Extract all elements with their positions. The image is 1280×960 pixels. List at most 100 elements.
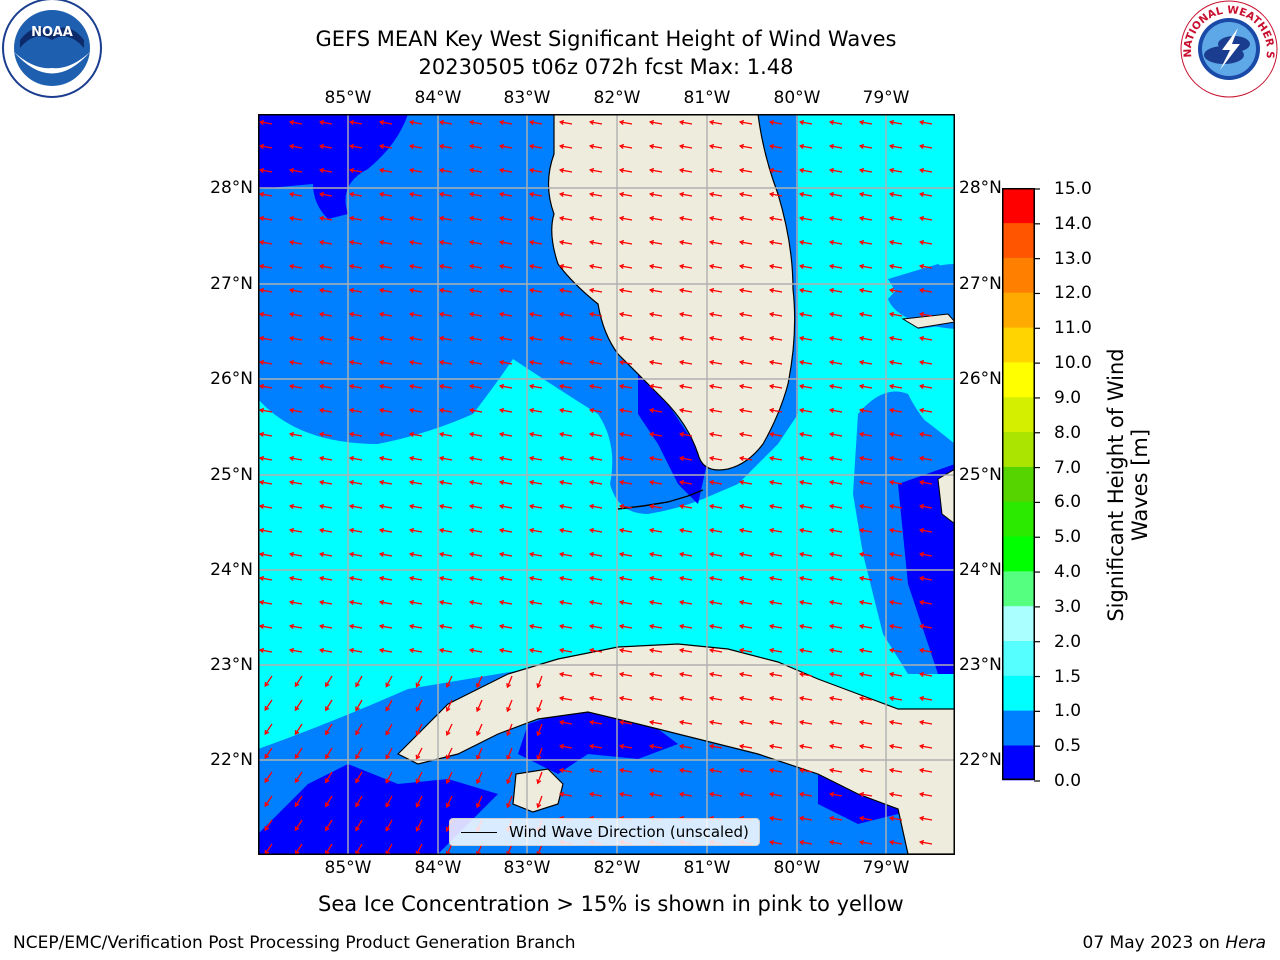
wave-direction-arrowhead (888, 167, 895, 174)
wave-direction-arrowhead (828, 767, 835, 774)
wave-direction-arrow (770, 169, 783, 173)
wave-direction-arrow (440, 217, 453, 221)
wave-direction-arrow (560, 577, 573, 581)
wave-direction-arrowhead (348, 359, 355, 366)
wave-direction-arrowhead (288, 407, 295, 414)
wave-direction-arrowhead (888, 815, 895, 822)
wave-direction-arrow (800, 553, 813, 557)
wave-direction-arrow (740, 745, 753, 749)
wave-direction-arrowhead (294, 802, 300, 808)
wave-direction-arrowhead (528, 287, 535, 294)
wave-direction-arrowhead (288, 359, 295, 366)
wave-direction-arrow (620, 193, 633, 197)
wave-direction-arrow (260, 169, 273, 173)
wave-direction-arrow (294, 699, 303, 711)
wave-direction-arrow (290, 649, 303, 653)
wave-direction-arrow (800, 361, 813, 365)
wave-direction-arrowhead (738, 647, 745, 654)
wave-direction-arrow (290, 625, 303, 629)
wave-direction-arrowhead (618, 647, 625, 654)
wave-direction-arrowhead (408, 215, 415, 222)
wave-direction-arrowhead (708, 191, 715, 198)
wave-direction-arrowhead (648, 287, 655, 294)
wave-direction-arrow (680, 481, 693, 485)
wave-direction-arrow (530, 385, 543, 389)
wave-direction-arrowhead (678, 263, 685, 270)
wave-direction-arrowhead (506, 803, 512, 809)
wave-direction-arrow (260, 241, 273, 245)
wave-direction-arrow (440, 601, 453, 605)
wave-direction-arrow (920, 769, 933, 773)
colorbar-block (1002, 327, 1034, 363)
wave-direction-arrowhead (438, 575, 445, 582)
wave-direction-arrowhead (828, 119, 835, 126)
wave-direction-arrow (440, 361, 453, 365)
wave-direction-arrowhead (408, 599, 415, 606)
wave-direction-arrow (710, 433, 723, 437)
wave-direction-arrowhead (294, 682, 300, 688)
wave-direction-arrowhead (648, 143, 655, 150)
wave-direction-arrowhead (445, 706, 451, 712)
wave-direction-arrow (860, 121, 873, 125)
colorbar-block (1002, 292, 1034, 328)
wave-direction-arrowhead (528, 239, 535, 246)
wave-direction-arrowhead (325, 706, 330, 712)
florida-keys (617, 489, 704, 510)
wave-direction-arrow (920, 409, 933, 413)
wave-direction-arrow (380, 169, 393, 173)
wave-direction-arrowhead (588, 527, 595, 534)
wave-direction-arrow (440, 529, 453, 533)
wave-direction-arrow (770, 745, 783, 749)
wave-direction-arrow (537, 723, 543, 736)
wave-direction-arrowhead (348, 215, 355, 222)
wave-direction-arrow (440, 241, 453, 245)
wave-direction-arrow (470, 289, 483, 293)
wave-direction-arrow (476, 795, 483, 808)
wave-direction-arrow (590, 193, 603, 197)
wave-direction-arrow (620, 241, 633, 245)
wave-direction-arrow (260, 553, 273, 557)
wave-direction-arrow (890, 193, 903, 197)
lat-tick-label: 25°N (210, 465, 253, 485)
wave-direction-arrow (530, 625, 543, 629)
colorbar-tick-label: 14.0 (1054, 213, 1092, 234)
wave-direction-arrowhead (798, 671, 805, 678)
wave-direction-arrowhead (445, 730, 451, 736)
wave-direction-arrow (740, 529, 753, 533)
lon-tick-label: 79°W (862, 88, 910, 108)
wave-direction-arrow (620, 793, 633, 797)
wave-direction-arrow (920, 553, 933, 557)
wave-direction-arrowhead (738, 143, 745, 150)
colorbar-block (1002, 675, 1034, 711)
wave-direction-arrowhead (258, 503, 265, 510)
wave-direction-arrow (320, 193, 333, 197)
wave-direction-arrow (740, 673, 753, 677)
wave-direction-arrowhead (798, 407, 805, 414)
wave-direction-arrow (770, 121, 783, 125)
wave-direction-arrowhead (258, 215, 265, 222)
wave-direction-arrow (830, 529, 843, 533)
wave-direction-arrow (830, 481, 843, 485)
wave-direction-arrow (410, 649, 423, 653)
wave-direction-arrowhead (348, 575, 355, 582)
wave-direction-arrow (355, 843, 363, 855)
wave-direction-arrowhead (918, 815, 925, 822)
wave-direction-arrowhead (618, 119, 625, 126)
wave-direction-arrowhead (618, 623, 625, 630)
wave-direction-arrowhead (288, 455, 295, 462)
wave-direction-arrow (385, 819, 393, 831)
wave-direction-arrow (800, 625, 813, 629)
wave-direction-arrow (560, 745, 573, 749)
wave-direction-arrow (800, 841, 813, 845)
wave-direction-arrow (650, 625, 663, 629)
wave-direction-arrowhead (708, 263, 715, 270)
wave-direction-arrow (380, 505, 393, 509)
wave-direction-arrowhead (918, 311, 925, 318)
wave-direction-arrowhead (528, 215, 535, 222)
wave-direction-arrowhead (264, 777, 270, 783)
wave-direction-arrowhead (798, 791, 805, 798)
wave-direction-arrowhead (708, 599, 715, 606)
wave-direction-arrowhead (468, 263, 475, 270)
wave-direction-arrow (920, 169, 933, 173)
wave-direction-arrow (920, 505, 933, 509)
